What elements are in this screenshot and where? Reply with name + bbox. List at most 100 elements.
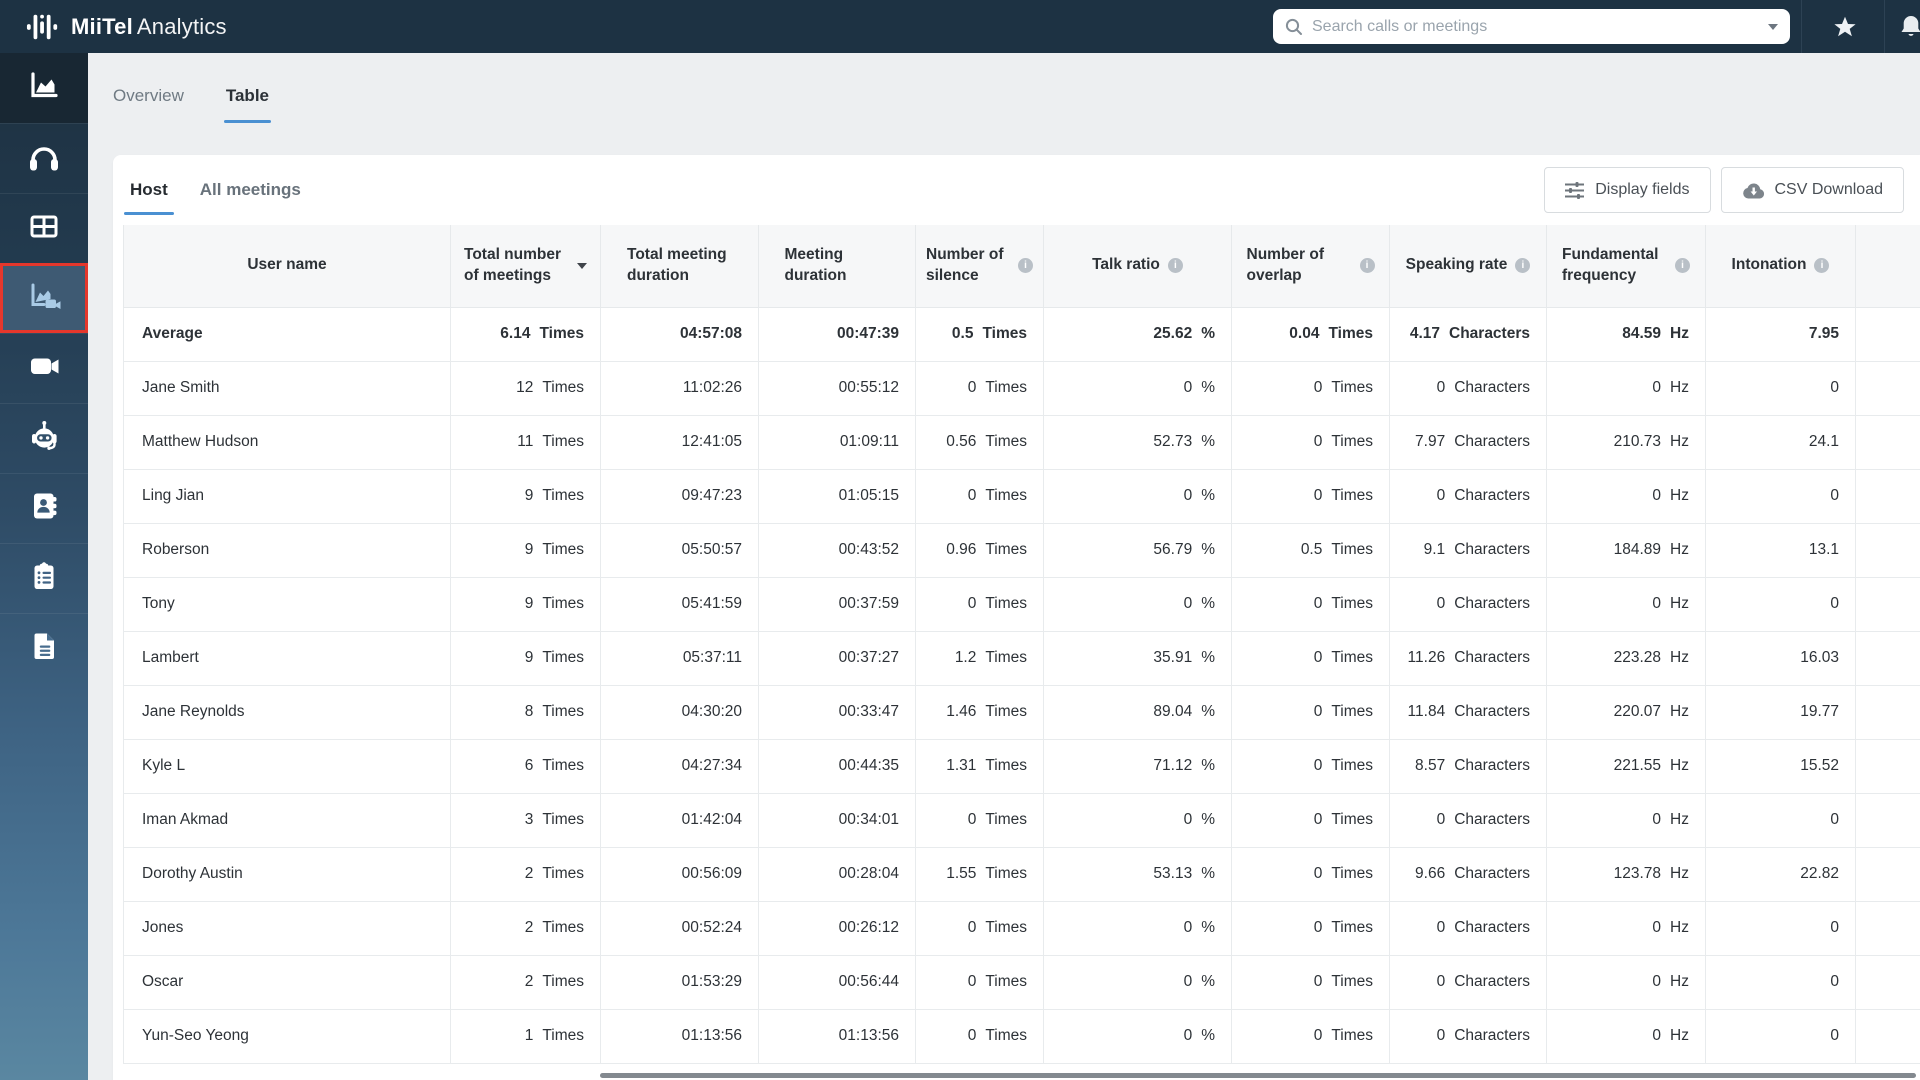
waveform-logo-icon	[26, 11, 60, 43]
unit-label: Times	[539, 325, 584, 342]
column-header-meetings[interactable]: Total number of meetings	[450, 225, 601, 308]
cell-meetings: 9 Times	[450, 576, 601, 632]
column-label: Total number of meetings	[464, 245, 562, 284]
table-row[interactable]: Roberson 9 Times 05:50:57 00:43:52 0.96 Times 5…	[123, 522, 1920, 578]
search-input[interactable]	[1312, 17, 1760, 36]
sidebar-item-headphones[interactable]	[0, 123, 88, 193]
info-icon[interactable]: i	[1167, 258, 1183, 274]
table-row[interactable]: Matthew Hudson 11 Times 12:41:05 01:09:11 0.5…	[123, 414, 1920, 470]
info-icon[interactable]: i	[1515, 258, 1531, 274]
cell-duration: 00:56:44	[758, 954, 916, 1010]
column-label: Intonation	[1731, 256, 1807, 274]
column-header-frequency: Fundamental frequency i	[1546, 225, 1706, 308]
unit-label: Times	[542, 703, 584, 720]
unit-label: Characters	[1449, 325, 1530, 342]
cell-name: Yun-Seo Yeong	[123, 1008, 451, 1064]
tab-all-meetings[interactable]: All meetings	[199, 180, 301, 199]
cell-stub	[1855, 630, 1920, 686]
unit-label: %	[1201, 973, 1215, 990]
cell-meetings: 9 Times	[450, 630, 601, 686]
unit-label: Times	[1331, 757, 1373, 774]
csv-download-button[interactable]: CSV Download	[1720, 167, 1904, 213]
clipboard-list-icon	[26, 558, 62, 599]
unit-label: Hz	[1670, 325, 1689, 342]
table-row[interactable]: Dorothy Austin 2 Times 00:56:09 00:28:04 1.55…	[123, 846, 1920, 902]
unit-label: Times	[985, 379, 1027, 396]
table-row[interactable]: Jane Smith 12 Times 11:02:26 00:55:12 0 Times 0…	[123, 360, 1920, 416]
table-row[interactable]: Lambert 9 Times 05:37:11 00:37:27 1.2 Times 35.…	[123, 630, 1920, 686]
sidebar-item-area-chart[interactable]	[0, 53, 88, 123]
column-label: Meeting duration	[784, 245, 847, 284]
info-icon[interactable]: i	[1814, 258, 1830, 274]
cell-stub	[1855, 576, 1920, 632]
table-row[interactable]: Oscar 2 Times 01:53:29 00:56:44 0 Times 0% 0 Time…	[123, 954, 1920, 1010]
tab-host[interactable]: Host	[124, 155, 174, 225]
cell-speaking_rate: 0 Characters	[1389, 1008, 1547, 1064]
unit-label: Hz	[1670, 1027, 1689, 1044]
sidebar-item-contacts[interactable]	[0, 473, 88, 543]
column-label: Fundamental frequency	[1562, 245, 1659, 284]
tab-overview[interactable]: Overview	[113, 86, 184, 105]
sidebar-item-video[interactable]	[0, 333, 88, 403]
cell-frequency: 221.55 Hz	[1546, 738, 1706, 794]
unit-label: Times	[985, 973, 1027, 990]
unit-label: %	[1201, 919, 1215, 936]
table-row[interactable]: Ling Jian 9 Times 09:47:23 01:05:15 0 Times 0% 0…	[123, 468, 1920, 524]
unit-label: Characters	[1454, 919, 1530, 936]
cell-meetings: 9 Times	[450, 522, 601, 578]
cell-total_duration: 09:47:23	[600, 468, 759, 524]
unit-label: Times	[1331, 433, 1373, 450]
unit-label: Hz	[1670, 703, 1689, 720]
cell-talk_ratio: 52.73%	[1043, 414, 1232, 470]
table-row[interactable]: Iman Akmad 3 Times 01:42:04 00:34:01 0 Times 0%…	[123, 792, 1920, 848]
sidebar-item-clipboard[interactable]	[0, 543, 88, 613]
cell-stub	[1855, 306, 1920, 362]
cell-name: Tony	[123, 576, 451, 632]
notifications-button[interactable]	[1885, 0, 1920, 53]
cell-overlap: 0 Times	[1231, 630, 1390, 686]
unit-label: Times	[985, 649, 1027, 666]
sort-caret-icon[interactable]	[577, 262, 587, 269]
tab-table[interactable]: Table	[223, 86, 272, 123]
table-row[interactable]: Yun-Seo Yeong 1 Times 01:13:56 01:13:56 0 Time…	[123, 1008, 1920, 1064]
sidebar-item-document[interactable]	[0, 613, 88, 683]
cell-meetings: 6.14 Times	[450, 306, 601, 362]
info-icon[interactable]: i	[1018, 258, 1033, 274]
table-row[interactable]: Tony 9 Times 05:41:59 00:37:59 0 Times 0% 0 Times…	[123, 576, 1920, 632]
cell-speaking_rate: 9.1 Characters	[1389, 522, 1547, 578]
unit-label: Times	[542, 1027, 584, 1044]
search-dropdown-caret-icon[interactable]	[1768, 23, 1778, 30]
info-icon[interactable]: i	[1675, 258, 1690, 274]
table-row[interactable]: Average 6.14 Times 04:57:08 00:47:39 0.5 Times…	[123, 306, 1920, 362]
cell-frequency: 0 Hz	[1546, 954, 1706, 1010]
cell-duration: 00:47:39	[758, 306, 916, 362]
cell-frequency: 0 Hz	[1546, 792, 1706, 848]
cell-talk_ratio: 56.79%	[1043, 522, 1232, 578]
table-row[interactable]: Jones 2 Times 00:52:24 00:26:12 0 Times 0% 0 Time…	[123, 900, 1920, 956]
cell-name: Lambert	[123, 630, 451, 686]
sidebar-item-meeting-analytics[interactable]	[0, 263, 88, 333]
cell-frequency: 184.89 Hz	[1546, 522, 1706, 578]
unit-label: Characters	[1454, 487, 1530, 504]
unit-label: Times	[1331, 487, 1373, 504]
brand: MiiTel Analytics	[26, 0, 227, 53]
table-row[interactable]: Jane Reynolds 8 Times 04:30:20 00:33:47 1.46 T…	[123, 684, 1920, 740]
column-header-duration: Meeting duration	[758, 225, 916, 308]
cell-duration: 00:37:59	[758, 576, 916, 632]
search-box[interactable]	[1273, 9, 1790, 44]
cell-silence: 1.46 Times	[915, 684, 1044, 740]
table-wrap: User name Total number of meetings Total m…	[123, 225, 1920, 1064]
horizontal-scrollbar[interactable]	[600, 1073, 1916, 1078]
table-row[interactable]: Kyle L 6 Times 04:27:34 00:44:35 1.31 Times 71.…	[123, 738, 1920, 794]
favorites-button[interactable]	[1812, 0, 1878, 53]
display-fields-button[interactable]: Display fields	[1544, 167, 1711, 213]
cell-overlap: 0 Times	[1231, 738, 1390, 794]
unit-label: Times	[1328, 325, 1373, 342]
info-icon[interactable]: i	[1359, 258, 1375, 274]
cell-total_duration: 00:56:09	[600, 846, 759, 902]
cell-meetings: 3 Times	[450, 792, 601, 848]
sidebar-item-grid[interactable]	[0, 193, 88, 263]
unit-label: Times	[985, 433, 1027, 450]
sidebar-item-ai-assistant[interactable]	[0, 403, 88, 473]
column-header-talk_ratio: Talk ratio i	[1043, 225, 1232, 308]
